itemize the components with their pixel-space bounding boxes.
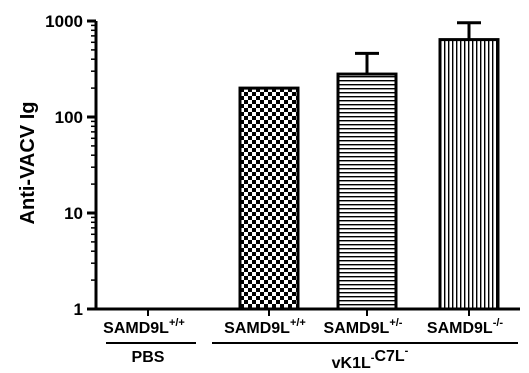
plot-area: 1 10 100 1000 SAMD9L+/+ SAMD9L+/+ SAMD9L+/- SAM… (45, 12, 520, 372)
category-label: SAMD9L-/- (427, 317, 504, 337)
category-label: SAMD9L+/+ (224, 317, 306, 337)
y-tick-label: 1000 (45, 12, 83, 31)
category-label: SAMD9L+/- (324, 317, 403, 337)
bar (238, 86, 300, 311)
group-label-vk: vK1L-C7L- (332, 345, 409, 372)
y-tick-label: 1 (74, 300, 83, 319)
y-axis-title: Anti-VACV Ig (17, 102, 39, 225)
bar (438, 38, 500, 311)
category-label: SAMD9L+/+ (103, 317, 185, 337)
group-label-pbs: PBS (132, 349, 165, 366)
y-tick-label: 100 (55, 108, 83, 127)
bar (336, 72, 398, 311)
y-tick-label: 10 (64, 204, 83, 223)
